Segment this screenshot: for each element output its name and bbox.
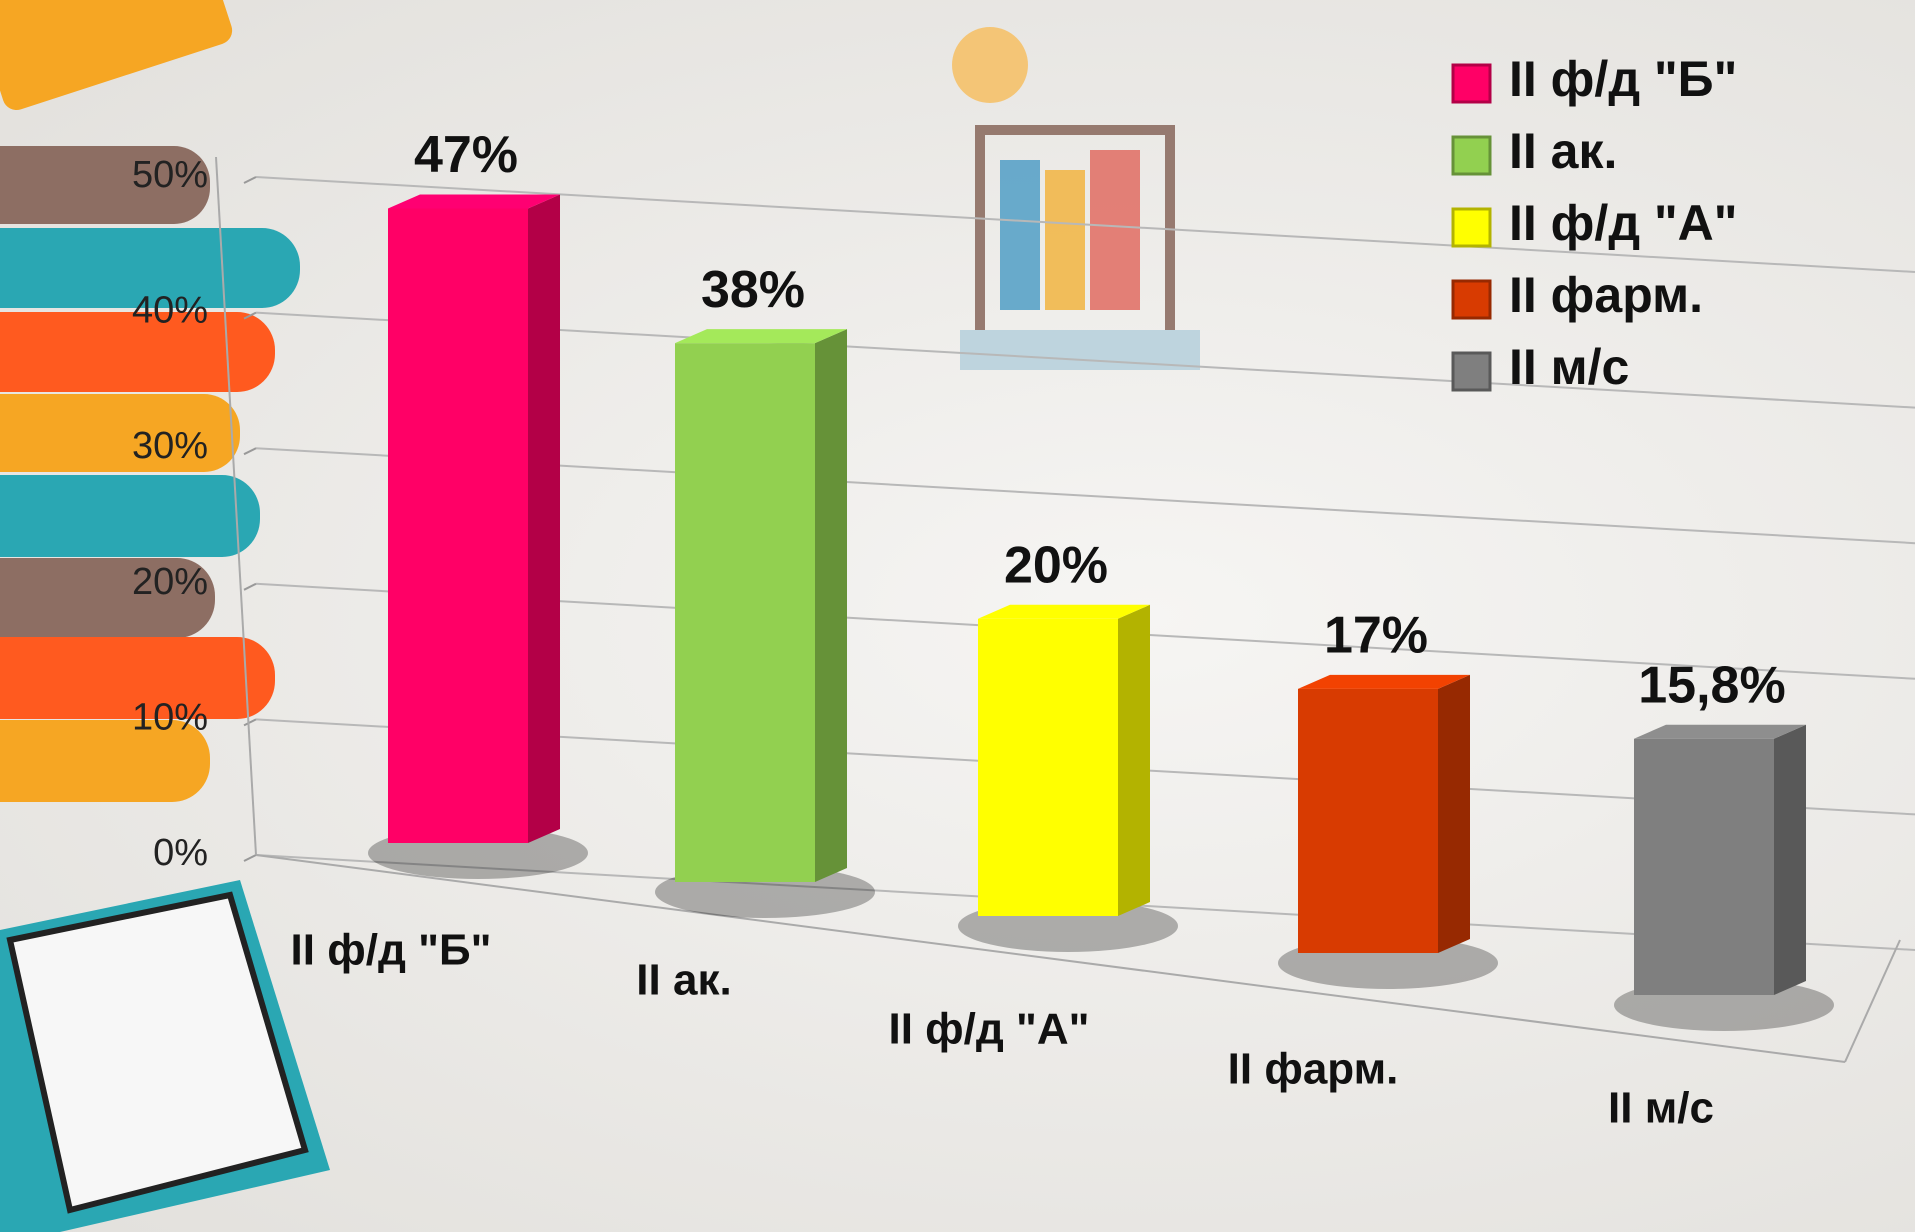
legend-swatch xyxy=(1453,209,1490,246)
tick-mark xyxy=(244,177,256,183)
y-tick-label: 0% xyxy=(153,832,208,874)
bar-side xyxy=(528,195,560,844)
bar-side xyxy=(1118,605,1150,916)
legend-label: II м/с xyxy=(1509,339,1629,395)
bar-side xyxy=(815,329,847,882)
y-tick-label: 50% xyxy=(132,154,208,196)
value-label: 38% xyxy=(701,261,805,319)
value-label: 17% xyxy=(1324,607,1428,665)
x-tick-label: II фарм. xyxy=(1228,1045,1399,1094)
tick-mark xyxy=(244,719,256,725)
tick-mark xyxy=(244,584,256,590)
bar xyxy=(1634,739,1774,995)
bar xyxy=(675,343,815,882)
legend-swatch xyxy=(1453,137,1490,174)
x-tick-label: II ак. xyxy=(636,956,731,1005)
legend-swatch xyxy=(1453,65,1490,102)
tick-mark xyxy=(244,855,256,861)
y-tick-label: 20% xyxy=(132,561,208,603)
floor-right xyxy=(1845,940,1900,1062)
bar xyxy=(1298,689,1438,953)
legend-swatch xyxy=(1453,353,1490,390)
bar-side xyxy=(1774,725,1806,995)
x-tick-label: II ф/д "А" xyxy=(888,1005,1089,1054)
value-label: 47% xyxy=(414,126,518,184)
y-tick-label: 30% xyxy=(132,425,208,467)
x-tick-label: II м/с xyxy=(1608,1084,1714,1133)
bar-side xyxy=(1438,675,1470,953)
y-tick-label: 10% xyxy=(132,696,208,738)
value-label: 15,8% xyxy=(1638,656,1785,714)
legend-swatch xyxy=(1453,281,1490,318)
value-label: 20% xyxy=(1004,537,1108,595)
bar xyxy=(978,619,1118,916)
x-tick-label: II ф/д "Б" xyxy=(291,926,492,975)
tick-mark xyxy=(244,448,256,454)
bar xyxy=(388,209,528,844)
y-tick-label: 40% xyxy=(132,290,208,332)
legend-label: II фарм. xyxy=(1509,267,1703,323)
chart: 0% 10% 20% 30% 40% 50% II ф/д "Б" 47% II ак. 38% I… xyxy=(0,0,1915,1232)
legend-label: II ф/д "Б" xyxy=(1509,51,1737,107)
legend-label: II ф/д "А" xyxy=(1509,195,1737,251)
legend-label: II ак. xyxy=(1509,123,1617,179)
page: 0% 10% 20% 30% 40% 50% II ф/д "Б" 47% II ак. 38% I… xyxy=(0,0,1915,1232)
